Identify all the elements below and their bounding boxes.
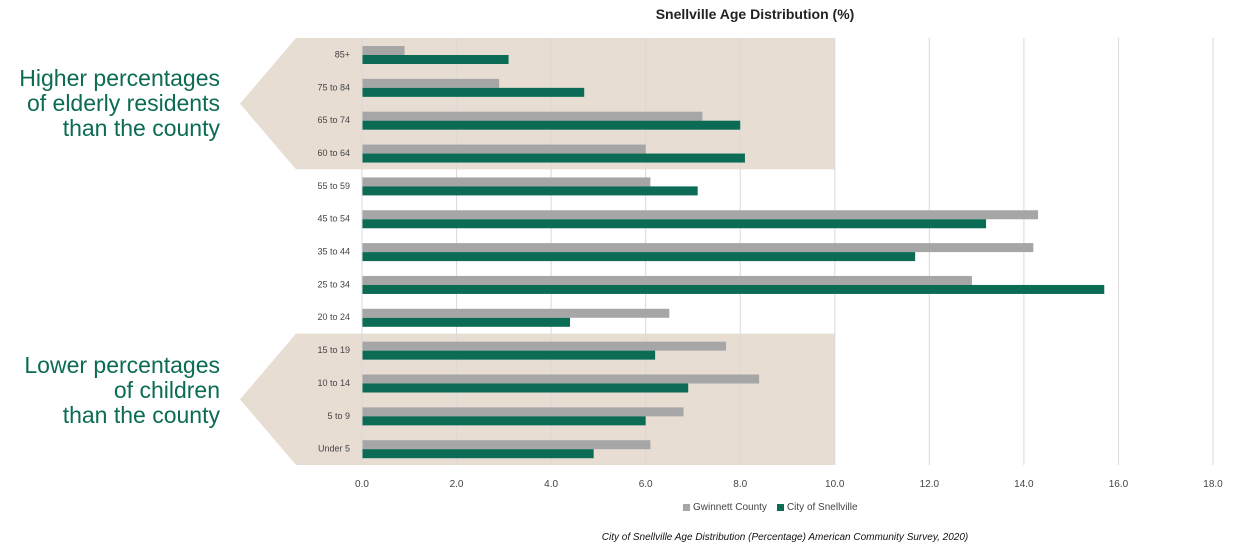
x-tick-label: 10.0 bbox=[825, 479, 845, 490]
chart-caption: City of Snellville Age Distribution (Per… bbox=[601, 532, 969, 543]
callout-children-line-3: than the county bbox=[62, 402, 220, 428]
bar-snellville-85- bbox=[362, 55, 509, 64]
bar-snellville-15-to-19 bbox=[362, 350, 656, 360]
bar-gwinnett-55-to-59 bbox=[362, 177, 651, 187]
bar-gwinnett-35-to-44 bbox=[362, 243, 1034, 253]
x-tick-label: 4.0 bbox=[544, 479, 558, 490]
bar-gwinnett-under-5 bbox=[362, 440, 651, 450]
category-label: 85+ bbox=[335, 49, 350, 59]
bar-snellville-45-to-54 bbox=[362, 219, 987, 229]
bar-gwinnett-85- bbox=[362, 46, 405, 55]
bar-snellville-25-to-34 bbox=[362, 284, 1105, 294]
category-label: 20 to 24 bbox=[317, 312, 350, 322]
bar-gwinnett-10-to-14 bbox=[362, 374, 760, 384]
x-tick-label: 12.0 bbox=[920, 479, 940, 490]
legend-item-snellville: City of Snellville bbox=[776, 502, 858, 513]
chart-legend: Gwinnett County City of Snellville bbox=[683, 502, 858, 513]
bar-gwinnett-20-to-24 bbox=[362, 308, 670, 318]
x-tick-label: 16.0 bbox=[1109, 479, 1129, 490]
x-tick-label: 18.0 bbox=[1203, 479, 1223, 490]
callout-elderly: Higher percentages of elderly residents … bbox=[0, 66, 220, 141]
x-tick-label: 0.0 bbox=[355, 479, 369, 490]
bar-snellville-55-to-59 bbox=[362, 186, 698, 196]
bar-snellville-under-5 bbox=[362, 449, 594, 459]
x-tick-label: 8.0 bbox=[733, 479, 747, 490]
category-label: 75 to 84 bbox=[317, 82, 350, 92]
bar-snellville-35-to-44 bbox=[362, 252, 916, 262]
bar-snellville-10-to-14 bbox=[362, 383, 689, 393]
callout-elderly-line-1: Higher percentages bbox=[19, 65, 220, 91]
bar-snellville-65-to-74 bbox=[362, 120, 741, 130]
category-label: 65 to 74 bbox=[317, 115, 350, 125]
callout-elderly-line-2: of elderly residents bbox=[26, 90, 220, 116]
x-tick-label: 14.0 bbox=[1014, 479, 1034, 490]
chart-title: Snellville Age Distribution (%) bbox=[655, 6, 855, 22]
highlight-band-2 bbox=[240, 333, 835, 466]
x-tick-label: 6.0 bbox=[639, 479, 653, 490]
legend-label-snellville: City of Snellville bbox=[786, 502, 858, 513]
category-label: 60 to 64 bbox=[317, 148, 350, 158]
category-label: 35 to 44 bbox=[317, 247, 350, 257]
category-label: Under 5 bbox=[318, 444, 350, 454]
bar-gwinnett-5-to-9 bbox=[362, 407, 684, 417]
category-label: 10 to 14 bbox=[317, 378, 350, 388]
callout-children-line-2: of children bbox=[113, 377, 220, 403]
bar-gwinnett-45-to-54 bbox=[362, 210, 1039, 220]
bar-gwinnett-75-to-84 bbox=[362, 78, 500, 88]
category-label: 5 to 9 bbox=[327, 411, 350, 421]
callout-elderly-line-3: than the county bbox=[62, 115, 220, 141]
legend-swatch-gwinnett bbox=[683, 504, 690, 511]
callout-children-line-1: Lower percentages bbox=[24, 352, 220, 378]
category-label: 15 to 19 bbox=[317, 345, 350, 355]
bar-gwinnett-65-to-74 bbox=[362, 111, 703, 121]
x-tick-label: 2.0 bbox=[450, 479, 464, 490]
bar-snellville-60-to-64 bbox=[362, 153, 745, 163]
highlight-band-1 bbox=[240, 38, 835, 170]
bar-gwinnett-25-to-34 bbox=[362, 275, 972, 285]
bar-snellville-20-to-24 bbox=[362, 317, 571, 327]
category-label: 45 to 54 bbox=[317, 214, 350, 224]
callout-children: Lower percentages of children than the c… bbox=[0, 353, 220, 428]
category-label: 55 to 59 bbox=[317, 181, 350, 191]
legend-label-gwinnett: Gwinnett County bbox=[693, 502, 767, 513]
bar-gwinnett-60-to-64 bbox=[362, 144, 646, 154]
bar-snellville-75-to-84 bbox=[362, 87, 585, 97]
legend-item-gwinnett: Gwinnett County bbox=[683, 502, 767, 513]
bar-gwinnett-15-to-19 bbox=[362, 341, 727, 351]
bar-snellville-5-to-9 bbox=[362, 416, 646, 426]
legend-swatch-snellville bbox=[776, 504, 784, 511]
category-label: 25 to 34 bbox=[317, 279, 350, 289]
